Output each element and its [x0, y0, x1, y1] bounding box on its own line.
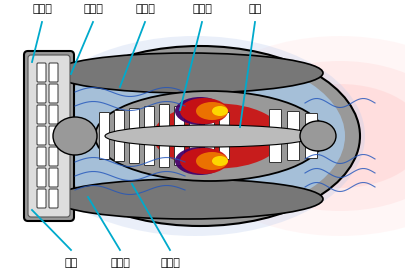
Text: 风扇: 风扇: [64, 258, 77, 268]
Ellipse shape: [53, 53, 322, 93]
Text: 噴口: 噴口: [248, 4, 261, 14]
FancyBboxPatch shape: [37, 189, 46, 208]
Ellipse shape: [196, 152, 228, 170]
Ellipse shape: [175, 147, 224, 175]
Text: 燃烧室: 燃烧室: [135, 4, 155, 14]
FancyBboxPatch shape: [37, 126, 46, 145]
FancyBboxPatch shape: [49, 84, 58, 103]
FancyBboxPatch shape: [219, 113, 229, 159]
FancyBboxPatch shape: [37, 84, 46, 103]
Ellipse shape: [254, 84, 405, 188]
Text: 消轮机: 消轮机: [192, 4, 211, 14]
Ellipse shape: [211, 106, 228, 116]
FancyBboxPatch shape: [144, 107, 154, 165]
FancyBboxPatch shape: [49, 168, 58, 187]
Ellipse shape: [175, 97, 224, 125]
FancyBboxPatch shape: [28, 55, 70, 217]
Ellipse shape: [299, 121, 335, 151]
FancyBboxPatch shape: [305, 113, 317, 159]
FancyBboxPatch shape: [49, 63, 58, 82]
FancyBboxPatch shape: [189, 109, 199, 163]
FancyBboxPatch shape: [159, 104, 169, 168]
Ellipse shape: [105, 125, 314, 147]
Text: 进气道: 进气道: [32, 4, 52, 14]
FancyBboxPatch shape: [49, 189, 58, 208]
Ellipse shape: [153, 104, 282, 168]
FancyBboxPatch shape: [49, 147, 58, 166]
FancyBboxPatch shape: [269, 110, 281, 162]
FancyBboxPatch shape: [37, 168, 46, 187]
FancyBboxPatch shape: [37, 147, 46, 166]
Ellipse shape: [53, 179, 322, 219]
FancyBboxPatch shape: [49, 126, 58, 145]
FancyBboxPatch shape: [204, 110, 214, 162]
Ellipse shape: [53, 117, 97, 155]
Ellipse shape: [196, 102, 228, 120]
FancyBboxPatch shape: [24, 51, 74, 221]
Ellipse shape: [95, 91, 324, 181]
Text: 外涵道: 外涵道: [110, 258, 130, 268]
Text: 压气机: 压气机: [83, 4, 103, 14]
Ellipse shape: [179, 148, 228, 174]
FancyBboxPatch shape: [49, 105, 58, 124]
FancyBboxPatch shape: [37, 63, 46, 82]
FancyBboxPatch shape: [114, 110, 124, 162]
Text: 内涵道: 内涵道: [160, 258, 179, 268]
Ellipse shape: [220, 61, 405, 211]
FancyBboxPatch shape: [287, 112, 299, 160]
FancyBboxPatch shape: [129, 109, 139, 163]
Ellipse shape: [25, 36, 364, 236]
Ellipse shape: [40, 46, 359, 226]
Ellipse shape: [179, 98, 228, 124]
FancyBboxPatch shape: [37, 105, 46, 124]
FancyBboxPatch shape: [174, 107, 184, 165]
Ellipse shape: [211, 156, 228, 166]
FancyBboxPatch shape: [99, 113, 109, 159]
Ellipse shape: [179, 36, 405, 236]
Ellipse shape: [45, 54, 344, 218]
